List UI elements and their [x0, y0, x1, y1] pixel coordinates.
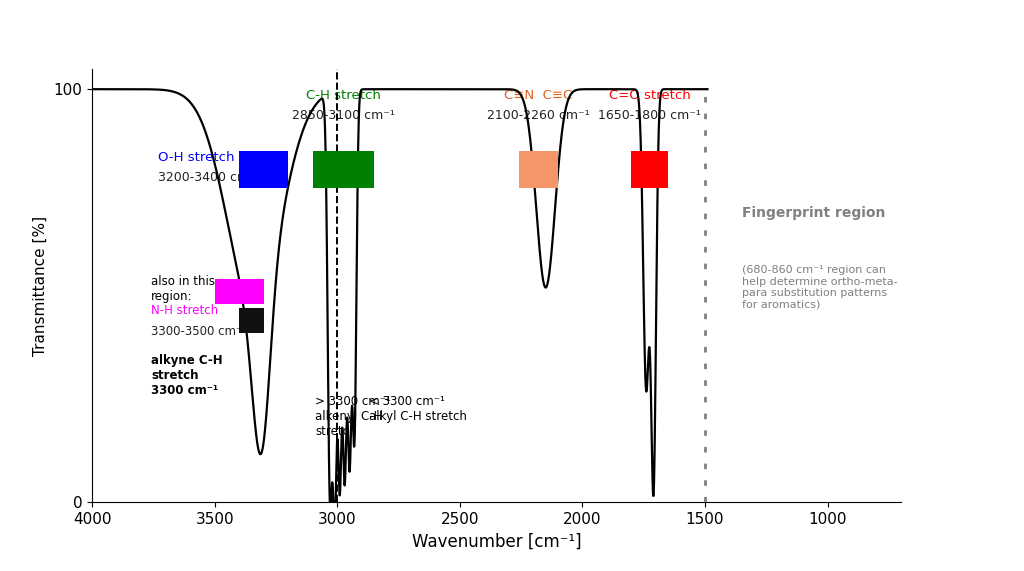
Text: < 3300 cm⁻¹
alkyl C-H stretch: < 3300 cm⁻¹ alkyl C-H stretch [370, 395, 467, 423]
Text: 3200-3400 cm⁻¹: 3200-3400 cm⁻¹ [159, 171, 261, 184]
Bar [632, 151, 669, 188]
Text: O-H stretch: O-H stretch [159, 151, 234, 163]
Bar [240, 151, 289, 188]
Text: Fingerprint region: Fingerprint region [741, 206, 885, 220]
Bar [240, 308, 264, 333]
Text: C-H stretch: C-H stretch [306, 89, 381, 102]
Bar [312, 151, 374, 188]
Text: > 3300 cm⁻¹
alkenyl C-H
stretch: > 3300 cm⁻¹ alkenyl C-H stretch [315, 395, 391, 438]
Bar [519, 151, 558, 188]
Text: C≡N  C≡C: C≡N C≡C [504, 89, 572, 102]
Text: alkyne C-H
stretch
3300 cm⁻¹: alkyne C-H stretch 3300 cm⁻¹ [151, 353, 222, 397]
Y-axis label: Transmittance [%]: Transmittance [%] [33, 215, 48, 356]
X-axis label: Wavenumber [cm⁻¹]: Wavenumber [cm⁻¹] [412, 533, 582, 551]
Text: also in this
region:: also in this region: [151, 275, 215, 303]
Text: 2100-2260 cm⁻¹: 2100-2260 cm⁻¹ [487, 109, 590, 122]
Text: C=O stretch: C=O stretch [609, 89, 691, 102]
Text: 2850-3100 cm⁻¹: 2850-3100 cm⁻¹ [292, 109, 395, 122]
Text: 3300-3500 cm⁻¹: 3300-3500 cm⁻¹ [151, 325, 247, 338]
Text: N-H stretch: N-H stretch [151, 304, 218, 317]
Bar [215, 279, 264, 304]
Text: 1650-1800 cm⁻¹: 1650-1800 cm⁻¹ [598, 109, 701, 122]
Text: (680-860 cm⁻¹ region can
help determine ortho-meta-
para substitution patterns
f: (680-860 cm⁻¹ region can help determine … [741, 265, 897, 310]
